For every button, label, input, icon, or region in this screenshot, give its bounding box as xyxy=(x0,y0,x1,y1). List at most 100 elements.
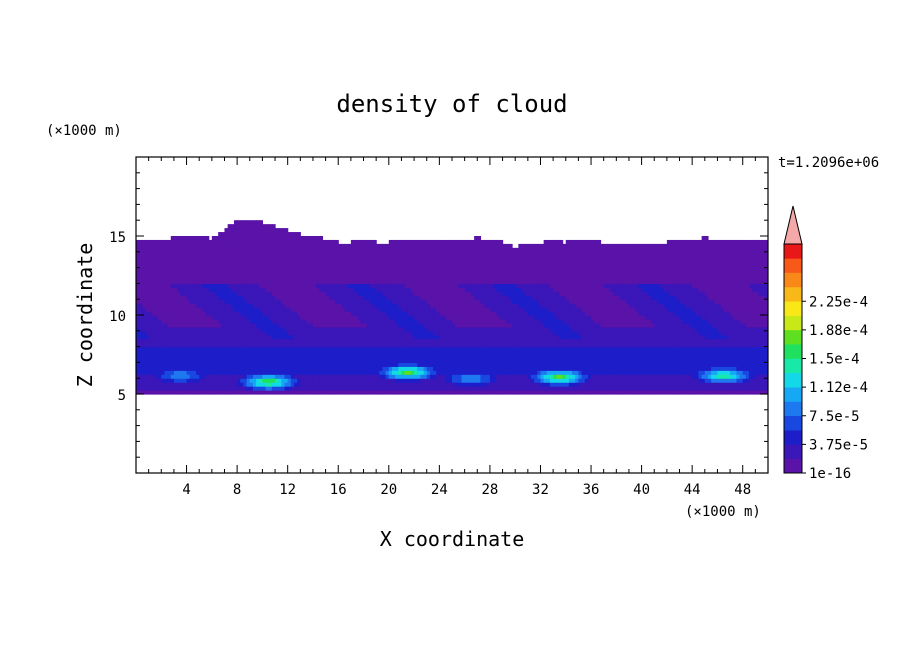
field-cell xyxy=(278,330,282,336)
field-cell xyxy=(205,271,210,277)
field-cell xyxy=(192,334,197,340)
field-cell xyxy=(265,243,270,249)
field-cell xyxy=(139,382,143,387)
field-cell xyxy=(170,271,175,277)
field-cell xyxy=(306,334,311,340)
field-cell xyxy=(521,279,526,284)
field-cell xyxy=(480,358,485,363)
field-cell xyxy=(316,366,320,371)
field-cell xyxy=(224,374,229,379)
field-cell xyxy=(508,350,513,356)
field-cell xyxy=(211,342,216,348)
field-cell xyxy=(439,255,444,261)
field-cell xyxy=(192,390,197,395)
field-cell xyxy=(256,295,260,300)
field-cell xyxy=(515,259,519,265)
field-cell xyxy=(237,299,241,304)
field-cell xyxy=(136,247,140,253)
field-cell xyxy=(237,291,241,296)
field-cell xyxy=(388,271,393,277)
field-cell xyxy=(521,334,526,340)
field-cell xyxy=(186,326,191,332)
field-cell xyxy=(312,255,317,261)
field-cell xyxy=(388,303,393,308)
field-cell xyxy=(316,279,320,284)
field-cell xyxy=(385,358,390,363)
field-cell xyxy=(436,299,440,304)
field-cell xyxy=(373,342,377,348)
field-cell xyxy=(186,271,191,277)
field-cell xyxy=(515,275,519,281)
field-cell xyxy=(395,386,399,391)
field-cell xyxy=(294,259,298,265)
field-cell xyxy=(199,236,203,241)
field-cell xyxy=(224,386,229,391)
field-cell xyxy=(297,382,301,387)
field-cell xyxy=(246,299,251,304)
field-cell xyxy=(505,390,510,395)
field-cell xyxy=(486,354,491,360)
field-cell xyxy=(186,366,191,371)
field-cell xyxy=(477,267,482,273)
field-cell xyxy=(281,275,286,281)
field-cell xyxy=(227,342,232,348)
field-cell xyxy=(398,338,403,344)
field-cell xyxy=(177,390,181,395)
field-cell xyxy=(221,370,226,375)
field-cell xyxy=(464,243,469,249)
field-cell xyxy=(142,330,147,336)
field-cell xyxy=(464,283,469,288)
field-cell xyxy=(344,303,349,308)
field-cell xyxy=(211,275,216,281)
field-cell xyxy=(360,342,365,348)
field-cell xyxy=(278,374,282,379)
field-cell xyxy=(271,279,276,284)
field-cell xyxy=(373,243,377,249)
field-cell xyxy=(325,318,330,324)
field-cell xyxy=(363,386,368,391)
field-cell xyxy=(211,386,216,391)
field-cell xyxy=(208,239,213,245)
field-cell xyxy=(429,311,434,316)
field-cell xyxy=(158,315,162,320)
field-cell xyxy=(271,386,276,391)
field-cell xyxy=(136,318,140,324)
field-cell xyxy=(470,386,475,391)
field-cell xyxy=(464,303,469,308)
field-cell xyxy=(281,307,286,312)
field-cell xyxy=(360,251,365,257)
field-cell xyxy=(224,362,229,367)
field-cell xyxy=(499,291,504,296)
field-cell xyxy=(205,354,210,360)
field-cell xyxy=(480,251,485,257)
field-cell xyxy=(303,271,308,277)
field-cell xyxy=(199,318,203,324)
field-cell xyxy=(145,291,150,296)
field-cell xyxy=(505,251,510,257)
field-cell xyxy=(426,267,431,273)
field-cell xyxy=(508,334,513,340)
field-cell xyxy=(480,239,485,245)
field-cell xyxy=(322,255,327,261)
field-cell xyxy=(290,299,295,304)
field-cell xyxy=(338,243,342,249)
field-cell xyxy=(312,307,317,312)
field-cell xyxy=(294,386,298,391)
field-cell xyxy=(237,283,241,288)
field-cell xyxy=(136,362,140,367)
field-cell xyxy=(199,243,203,249)
field-cell xyxy=(290,334,295,340)
field-cell xyxy=(436,330,440,336)
field-cell xyxy=(433,295,437,300)
field-cell xyxy=(287,350,292,356)
field-cell xyxy=(417,354,421,360)
field-cell xyxy=(470,326,475,332)
field-cell xyxy=(271,311,276,316)
field-cell xyxy=(483,338,488,344)
field-cell xyxy=(322,342,327,348)
field-cell xyxy=(180,291,184,296)
field-cell xyxy=(240,382,245,387)
field-cell xyxy=(363,326,368,332)
field-cell xyxy=(233,346,238,352)
field-cell xyxy=(452,334,456,340)
